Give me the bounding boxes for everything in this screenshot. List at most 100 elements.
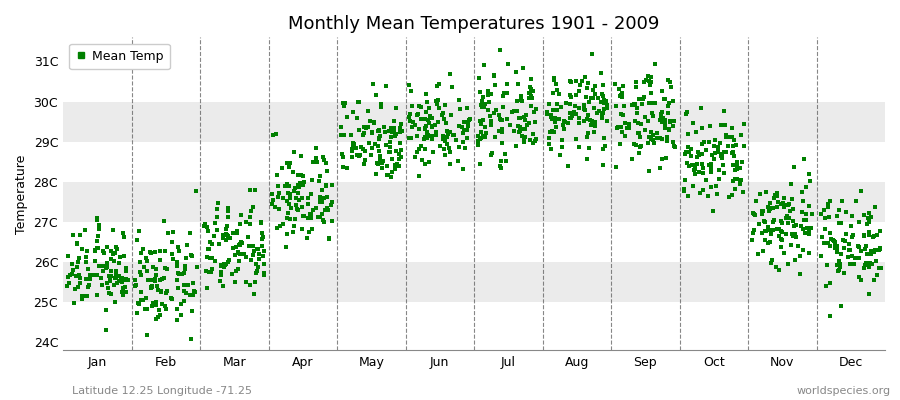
- Point: [773, 244, 788, 250]
- Point: [286, 188, 301, 194]
- Point: [221, 257, 236, 264]
- Point: [266, 132, 280, 138]
- Point: [839, 231, 853, 237]
- Point: [183, 292, 197, 298]
- Point: [697, 187, 711, 193]
- Point: [293, 172, 308, 178]
- Point: [110, 246, 124, 252]
- Point: [99, 327, 113, 333]
- Point: [730, 166, 744, 172]
- Point: [280, 214, 294, 221]
- Point: [104, 278, 118, 284]
- Point: [631, 130, 645, 136]
- Point: [854, 248, 868, 254]
- Point: [100, 264, 114, 270]
- Point: [734, 132, 748, 138]
- Point: [794, 223, 808, 230]
- Point: [385, 168, 400, 175]
- Point: [402, 135, 417, 142]
- Point: [233, 250, 248, 257]
- Point: [687, 162, 701, 168]
- Point: [61, 274, 76, 280]
- Point: [493, 165, 508, 172]
- Point: [823, 230, 837, 236]
- Point: [570, 92, 584, 98]
- Point: [130, 237, 145, 243]
- Point: [547, 119, 562, 125]
- Point: [336, 100, 350, 106]
- Point: [436, 133, 450, 139]
- Point: [112, 272, 126, 279]
- Point: [828, 244, 842, 251]
- Point: [297, 213, 311, 219]
- Point: [404, 135, 419, 141]
- Point: [184, 252, 198, 258]
- Point: [301, 194, 315, 201]
- Point: [61, 253, 76, 259]
- Point: [461, 122, 475, 128]
- Point: [90, 214, 104, 221]
- Point: [661, 77, 675, 84]
- Point: [638, 127, 652, 133]
- Point: [443, 160, 457, 167]
- Point: [313, 194, 328, 200]
- Point: [171, 244, 185, 250]
- Point: [361, 108, 375, 114]
- Point: [368, 171, 382, 177]
- Point: [461, 123, 475, 130]
- Point: [753, 190, 768, 197]
- Point: [256, 261, 271, 268]
- Point: [98, 262, 112, 269]
- Point: [212, 241, 227, 247]
- Point: [99, 280, 113, 286]
- Point: [514, 132, 528, 139]
- Point: [830, 249, 844, 256]
- Point: [435, 111, 449, 118]
- Point: [484, 152, 499, 159]
- Point: [841, 253, 855, 260]
- Point: [278, 243, 293, 250]
- Point: [346, 109, 360, 115]
- Point: [824, 280, 838, 286]
- Point: [496, 93, 510, 99]
- Point: [432, 80, 446, 87]
- Point: [246, 251, 260, 258]
- Point: [730, 176, 744, 182]
- Point: [355, 144, 369, 150]
- Point: [721, 143, 735, 149]
- Point: [718, 132, 733, 138]
- Point: [346, 142, 360, 148]
- Point: [642, 134, 656, 140]
- Point: [392, 125, 407, 131]
- Point: [352, 153, 366, 160]
- Point: [755, 207, 770, 214]
- Point: [632, 130, 646, 136]
- Point: [472, 89, 487, 95]
- Point: [474, 121, 489, 127]
- Point: [273, 222, 287, 229]
- Point: [598, 98, 613, 104]
- Point: [823, 214, 837, 220]
- Point: [477, 104, 491, 111]
- Point: [210, 206, 224, 212]
- Point: [374, 101, 388, 107]
- Point: [802, 229, 816, 235]
- Point: [869, 258, 884, 264]
- Point: [734, 177, 748, 183]
- Point: [456, 130, 471, 136]
- Point: [310, 205, 324, 212]
- Point: [280, 160, 294, 166]
- Point: [365, 81, 380, 87]
- Point: [758, 219, 772, 225]
- Point: [203, 255, 218, 261]
- Point: [71, 255, 86, 261]
- Point: [852, 244, 867, 250]
- Point: [588, 82, 602, 89]
- Point: [446, 84, 460, 90]
- Point: [367, 120, 382, 126]
- Point: [318, 207, 332, 213]
- Point: [283, 190, 297, 197]
- Point: [128, 282, 142, 289]
- Point: [760, 204, 775, 210]
- Point: [309, 145, 323, 151]
